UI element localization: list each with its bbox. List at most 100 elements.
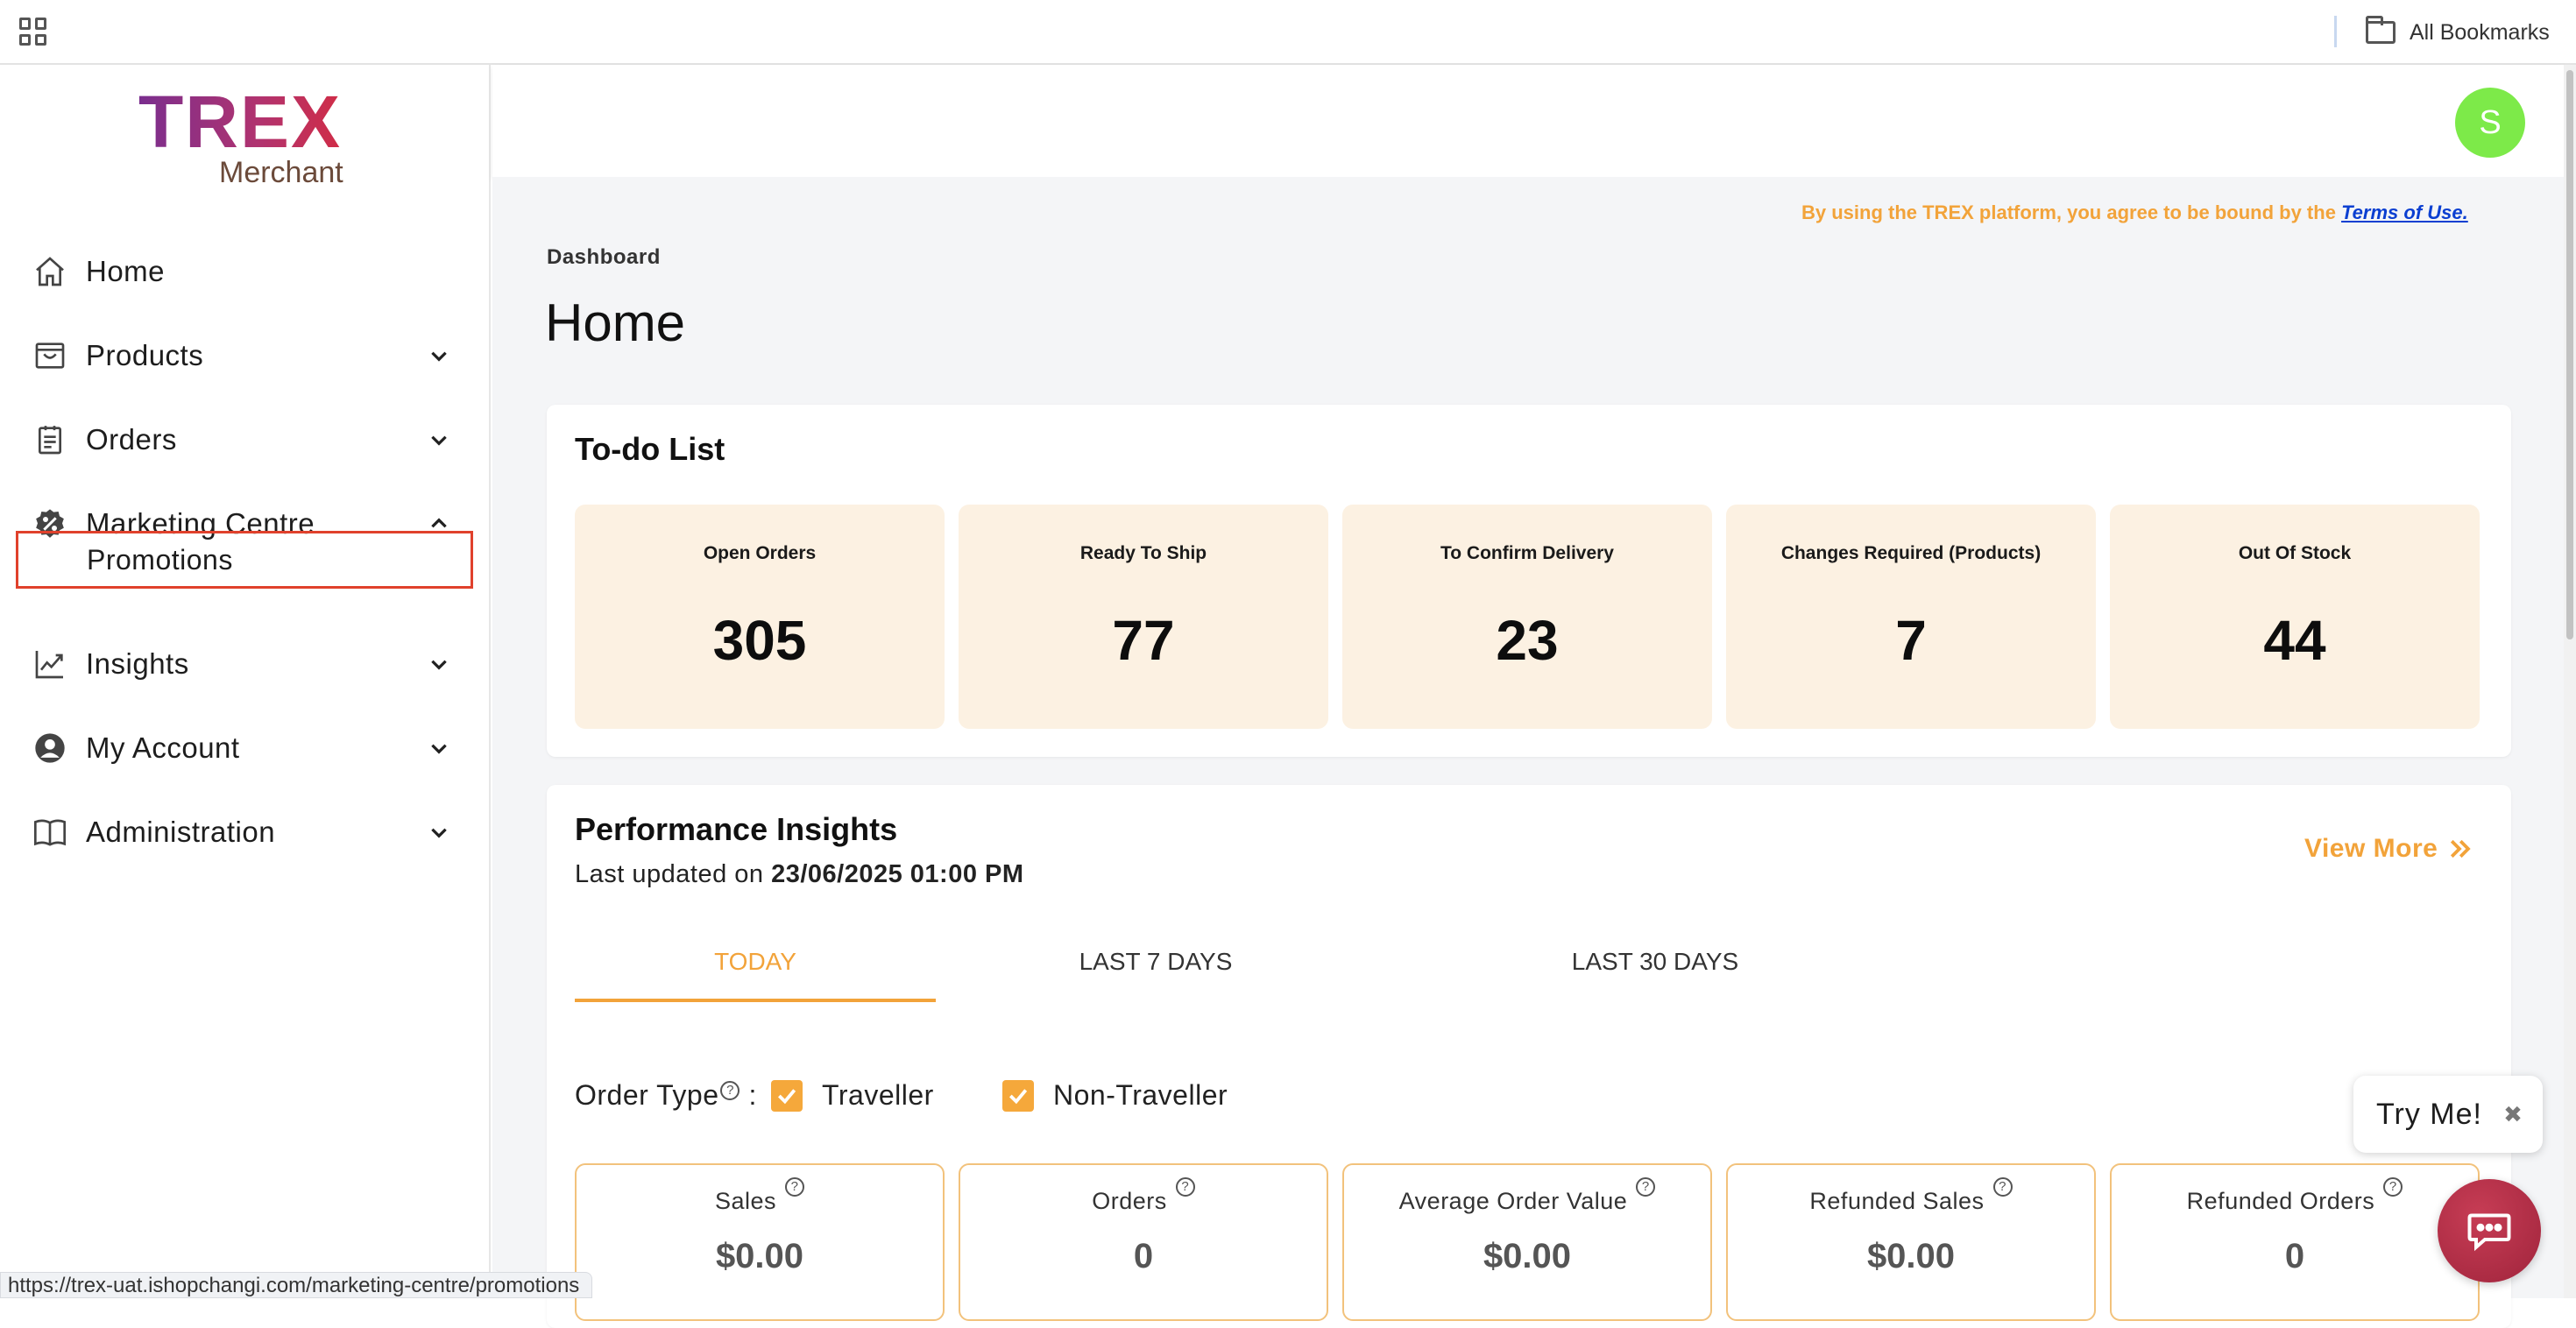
active-tab-indicator [575,999,936,1002]
checkbox-non-traveller[interactable]: Non-Traveller [1002,1079,1228,1112]
todo-tile-value: 44 [2263,609,2326,672]
metric-label: Sales ? [577,1177,943,1215]
order-type-text: Order Type [575,1079,719,1111]
tab-last-7-days[interactable]: LAST 7 DAYS [1079,948,1233,975]
sidebar-item-my-account[interactable]: My Account [0,717,491,780]
terms-notice: By using the TREX platform, you agree to… [1801,201,2468,224]
bookmarks-separator [2334,16,2337,47]
user-circle-icon [32,730,68,766]
checkbox-checked-icon[interactable] [1002,1079,1034,1112]
chat-button[interactable] [2438,1179,2541,1282]
home-icon [32,253,68,290]
metric-label: Average Order Value ? [1344,1177,1710,1215]
sidebar: TREX Merchant Home Products Orders Marke… [0,65,491,1298]
order-type-label: Order Type ? : [575,1079,757,1112]
todo-tile-to-confirm-delivery[interactable]: To Confirm Delivery 23 [1342,505,1712,729]
avatar[interactable]: S [2455,88,2525,158]
help-icon[interactable]: ? [1992,1177,2013,1197]
chat-bubble-icon [2467,1213,2511,1252]
metric-value: $0.00 [1866,1237,1956,1275]
metric-refunded-orders: Refunded Orders ? 0 [2110,1163,2480,1321]
last-updated: Last updated on 23/06/2025 01:00 PM [575,860,1024,889]
help-icon[interactable]: ? [1636,1177,1656,1197]
metric-average-order-value: Average Order Value ? $0.00 [1342,1163,1712,1321]
sidebar-item-label: Insights [86,647,189,680]
chevron-down-icon[interactable] [428,737,450,759]
checkbox-traveller[interactable]: Traveller [771,1079,934,1112]
performance-title: Performance Insights [575,811,898,847]
last-updated-value: 23/06/2025 01:00 PM [771,860,1024,888]
metric-sales: Sales ? $0.00 [575,1163,945,1321]
todo-title: To-do List [575,431,725,467]
close-icon[interactable]: ✖ [2503,1101,2523,1127]
metric-value: 0 [2284,1237,2305,1275]
todo-tile-out-of-stock[interactable]: Out Of Stock 44 [2110,505,2480,729]
view-more-label: View More [2304,834,2438,863]
help-icon[interactable]: ? [720,1080,740,1100]
bag-icon [32,337,68,374]
page-title: Home [545,293,686,352]
trend-chart-icon [32,646,68,682]
todo-tile-ready-to-ship[interactable]: Ready To Ship 77 [959,505,1328,729]
todo-card: To-do List Open Orders 305 Ready To Ship… [547,405,2511,757]
tab-today[interactable]: TODAY [714,948,796,975]
help-icon[interactable]: ? [1175,1177,1195,1197]
checkbox-label: Non-Traveller [1053,1079,1228,1111]
chevron-up-icon[interactable] [428,512,450,535]
sidebar-item-label: Orders [86,423,177,456]
todo-tile-changes-required[interactable]: Changes Required (Products) 7 [1726,505,2096,729]
metric-label: Refunded Orders ? [2112,1177,2478,1215]
chevron-down-icon[interactable] [428,653,450,675]
scrollbar-thumb[interactable] [2566,70,2573,639]
sidebar-item-administration[interactable]: Administration [0,801,491,864]
book-icon [32,814,68,851]
all-bookmarks-button[interactable]: All Bookmarks [2366,16,2550,49]
status-bar-url: https://trex-uat.ishopchangi.com/marketi… [0,1272,593,1298]
chevron-down-icon[interactable] [428,344,450,367]
metric-label: Refunded Sales ? [1728,1177,2094,1215]
sidebar-item-orders[interactable]: Orders [0,408,491,471]
todo-tile-value: 305 [712,609,807,672]
checkbox-label: Traveller [822,1079,934,1111]
metric-value: $0.00 [715,1237,804,1275]
sidebar-item-label: My Account [86,731,240,764]
todo-tile-open-orders[interactable]: Open Orders 305 [575,505,945,729]
terms-of-use-link[interactable]: Terms of Use. [2341,201,2468,223]
trex-merchant-logo[interactable]: TREX Merchant [138,82,357,189]
sidebar-item-marketing-centre[interactable]: Marketing Centre [0,492,491,555]
order-type-colon: : [748,1079,757,1111]
logo-brand: TREX [138,82,357,161]
metric-value: 0 [1133,1237,1154,1275]
sidebar-item-label: Products [86,339,204,371]
clipboard-icon [32,421,68,458]
terms-text: By using the TREX platform, you agree to… [1801,201,2336,223]
last-updated-prefix: Last updated on [575,860,764,888]
sidebar-subitem-promotions[interactable]: Promotions [16,531,473,589]
help-icon[interactable]: ? [785,1177,805,1197]
breadcrumb[interactable]: Dashboard [547,245,661,269]
metric-refunded-sales: Refunded Sales ? $0.00 [1726,1163,2096,1321]
chevron-down-icon[interactable] [428,821,450,844]
percent-badge-icon [32,505,68,542]
sidebar-item-products[interactable]: Products [0,324,491,387]
try-me-label: Try Me! [2376,1097,2482,1131]
sidebar-subitem-label: Promotions [87,543,233,576]
try-me-popup[interactable]: Try Me! ✖ [2353,1076,2543,1153]
apps-grid-icon[interactable] [19,18,47,46]
logo-subtitle: Merchant [219,156,343,189]
help-icon[interactable]: ? [2383,1177,2403,1197]
chevron-down-icon[interactable] [428,428,450,451]
sidebar-item-home[interactable]: Home [0,240,491,303]
todo-tile-label: To Confirm Delivery [1440,543,1614,563]
todo-tile-value: 77 [1112,609,1175,672]
todo-tile-label: Open Orders [703,543,817,563]
sidebar-item-label: Marketing Centre [86,507,315,540]
performance-card: Performance Insights Last updated on 23/… [547,785,2511,1328]
all-bookmarks-label: All Bookmarks [2410,19,2550,45]
tab-last-30-days[interactable]: LAST 30 DAYS [1571,948,1739,975]
todo-tile-label: Out Of Stock [2238,543,2352,563]
top-header [492,65,2564,177]
view-more-link[interactable]: View More [2304,834,2473,864]
checkbox-checked-icon[interactable] [771,1079,803,1112]
sidebar-item-insights[interactable]: Insights [0,632,491,696]
